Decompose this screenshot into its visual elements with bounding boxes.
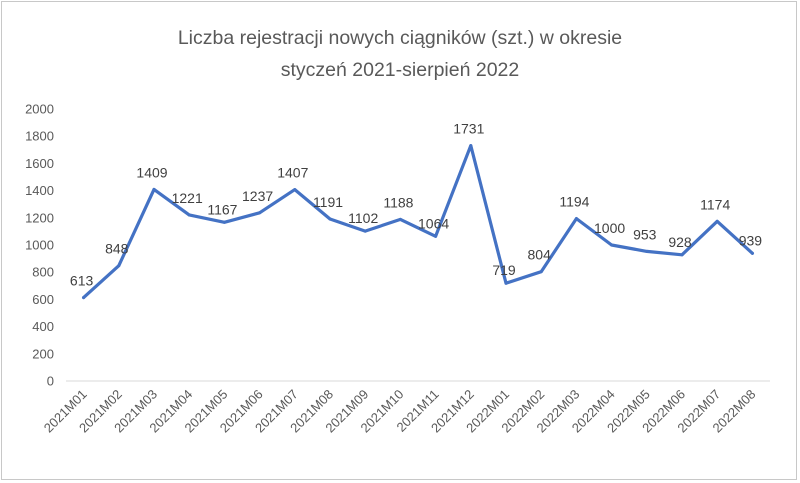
data-label: 928 [668,234,692,250]
data-point [328,217,332,221]
data-point [610,243,614,247]
chart-title-line1: Liczba rejestracji nowych ciągników (szt… [177,27,623,49]
data-point [293,188,297,192]
data-point [222,220,226,224]
data-label: 1188 [383,194,413,210]
data-point [504,281,508,285]
data-label: 848 [105,241,129,257]
data-point [363,229,367,233]
chart-title-line2: styczeń 2021-sierpień 2022 [280,59,520,81]
data-label: 1731 [453,121,484,137]
series-line [81,144,755,300]
y-tick-label: 200 [32,346,54,361]
y-tick-label: 400 [32,319,54,334]
y-tick-label: 0 [47,374,54,389]
data-label: 1409 [136,164,167,180]
data-label: 1064 [418,215,449,231]
y-tick-label: 1000 [25,238,54,253]
data-label: 1237 [242,188,273,204]
y-tick-label: 600 [32,292,54,307]
y-tick-label: 1200 [25,210,54,225]
data-label: 804 [528,247,552,263]
data-label: 1000 [594,220,625,236]
data-label: 939 [739,232,763,248]
series-layer [81,144,755,300]
y-tick-label: 1400 [25,183,54,198]
data-point [117,264,121,268]
data-label: 953 [633,226,657,242]
data-point [82,296,86,300]
data-point [187,213,191,217]
data-label: 1167 [207,201,237,217]
data-point [680,253,684,257]
y-tick-label: 2000 [25,102,54,117]
data-point [258,211,262,215]
data-point [715,219,719,223]
data-label: 613 [70,273,94,289]
data-point [469,144,473,148]
data-point [645,249,649,253]
data-label: 1407 [277,165,308,181]
data-label: 719 [492,262,516,278]
data-label: 1191 [313,194,343,210]
data-point [750,251,754,255]
data-label: 1174 [700,196,730,212]
y-tick-label: 1800 [25,129,54,144]
data-label: 1194 [559,194,589,210]
axis-layer: 0200400600800100012001400160018002000202… [25,102,770,435]
data-label: 1221 [172,190,203,206]
data-point [398,217,402,221]
y-tick-label: 1600 [25,156,54,171]
data-point [434,234,438,238]
data-point [539,270,543,274]
data-point [152,187,156,191]
data-point [574,217,578,221]
data-label: 1102 [348,210,378,226]
y-tick-label: 800 [32,265,54,280]
chart-title: Liczba rejestracji nowych ciągników (szt… [0,22,800,86]
